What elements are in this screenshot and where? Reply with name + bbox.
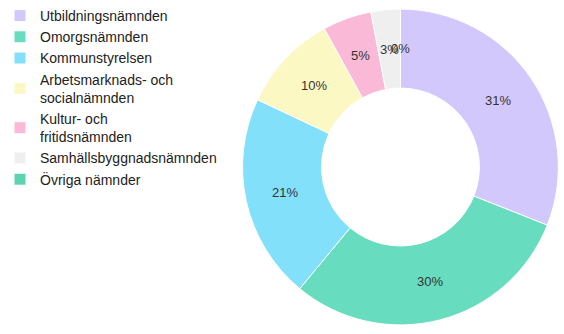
svg-text:0%: 0%: [391, 41, 410, 56]
svg-text:Utbildningsnämnden: Utbildningsnämnden: [40, 8, 168, 24]
svg-text:Kommunstyrelsen: Kommunstyrelsen: [40, 50, 152, 66]
svg-text:Samhällsbyggnadsnämnden: Samhällsbyggnadsnämnden: [40, 150, 217, 166]
svg-text:Omorgsnämnden: Omorgsnämnden: [40, 29, 148, 45]
svg-text:31%: 31%: [485, 93, 511, 108]
svg-text:10%: 10%: [301, 78, 327, 93]
svg-text:Arbetsmarknads- ochsocialnämnd: Arbetsmarknads- ochsocialnämnden: [40, 72, 173, 106]
svg-text:3%: 3%: [380, 42, 399, 57]
svg-text:30%: 30%: [417, 274, 443, 289]
svg-text:21%: 21%: [272, 185, 298, 200]
svg-text:5%: 5%: [351, 48, 370, 63]
svg-text:Kultur- ochfritidsnämnden: Kultur- ochfritidsnämnden: [40, 111, 132, 145]
svg-text:Övriga nämnder: Övriga nämnder: [40, 171, 141, 188]
